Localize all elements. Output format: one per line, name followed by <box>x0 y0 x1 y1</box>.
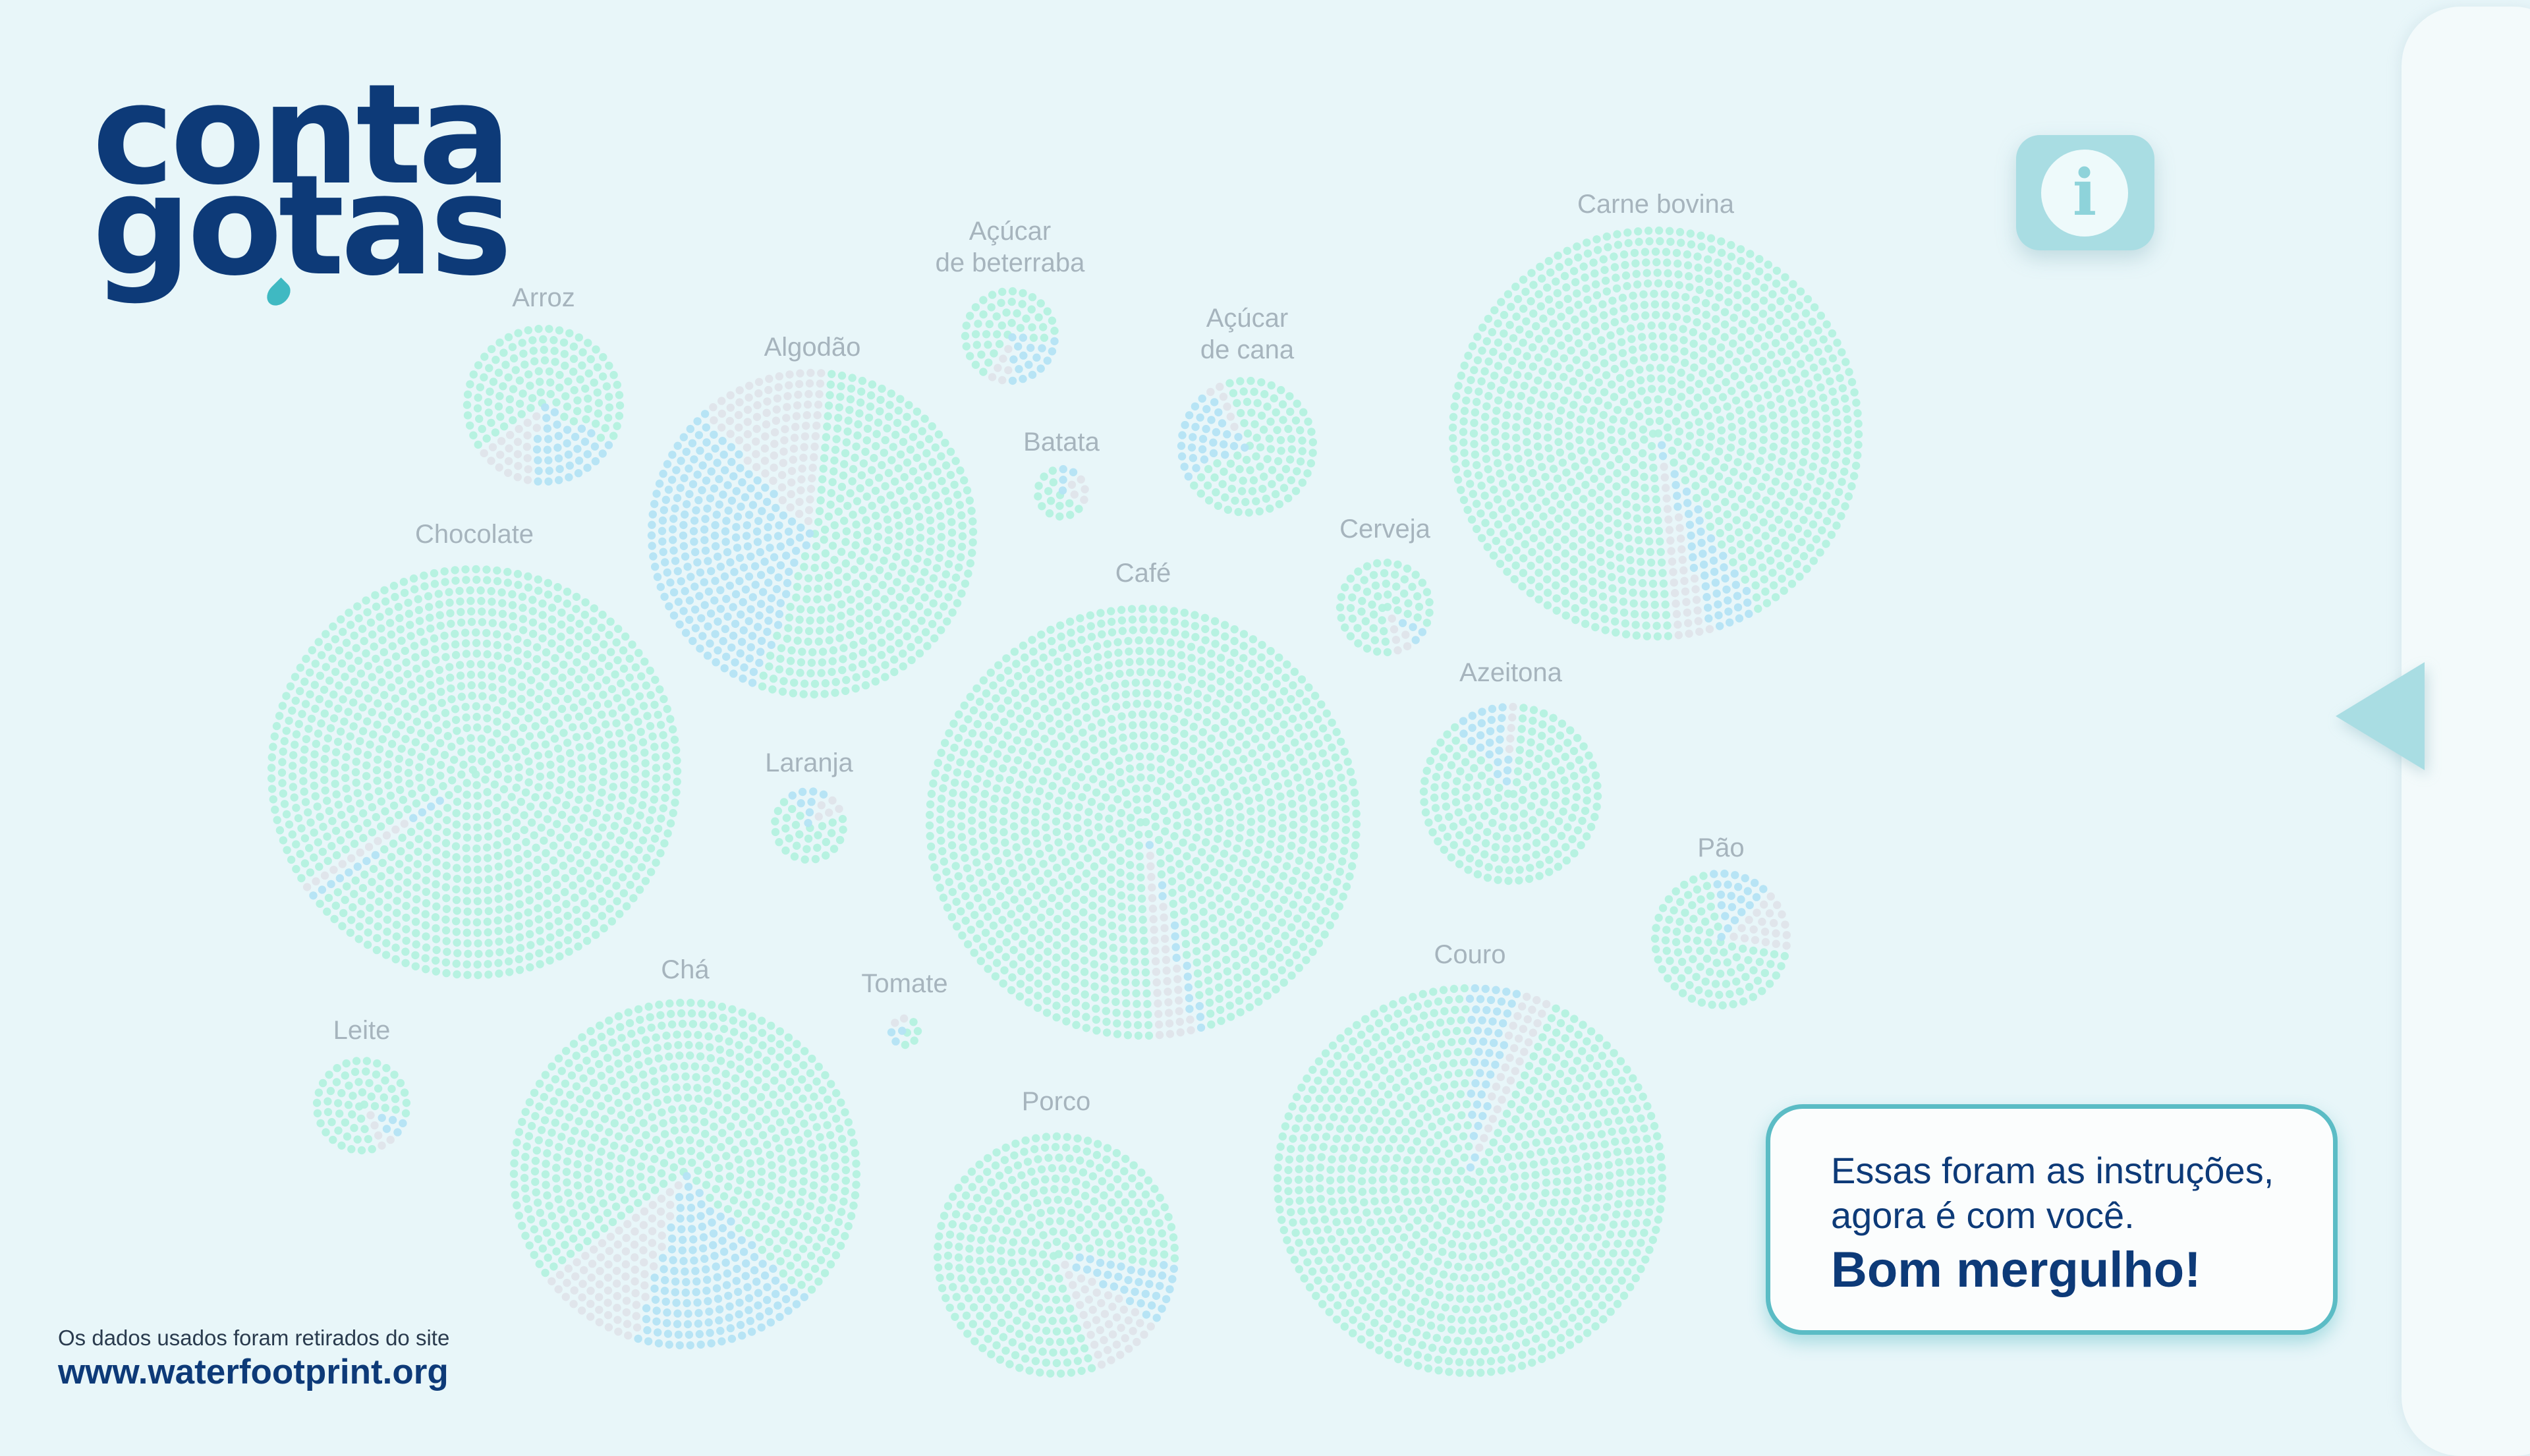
pie-label: Couro <box>1434 940 1506 969</box>
pie-label: Açúcar <box>1206 304 1289 333</box>
pie-15[interactable]: Porco <box>933 1087 1179 1378</box>
source-link[interactable]: www.waterfootprint.org <box>58 1353 449 1391</box>
left-arrow-icon[interactable] <box>2336 662 2425 770</box>
pie-8[interactable]: Cerveja <box>1335 515 1434 657</box>
pie-label: Pão <box>1697 833 1744 862</box>
instructions-message: Essas foram as instruções, agora é com v… <box>1766 1104 2338 1335</box>
pie-11[interactable]: Pão <box>1650 833 1791 1010</box>
pie-6[interactable]: Chocolate <box>267 520 682 980</box>
pie-label: Algodão <box>764 333 861 362</box>
pie-label: Café <box>1115 559 1171 588</box>
logo-word-conta: conta <box>92 54 511 215</box>
pie-16[interactable]: Couro <box>1273 940 1667 1378</box>
pie-label: Porco <box>1022 1087 1091 1116</box>
pie-label: de beterraba <box>936 248 1086 277</box>
pie-label: Chocolate <box>415 520 534 549</box>
pie-10[interactable]: Laranja <box>765 748 853 864</box>
message-line-1: Essas foram as instruções, <box>1831 1150 2274 1191</box>
pie-label: Tomate <box>861 969 947 998</box>
pie-label: Açúcar <box>969 217 1052 246</box>
pie-label: Chá <box>661 955 710 984</box>
pie-7[interactable]: Café <box>925 559 1361 1040</box>
message-line-2: agora é com você. <box>1831 1194 2135 1236</box>
pie-1[interactable]: Algodão <box>647 333 978 699</box>
info-icon: i <box>2041 150 2128 237</box>
pie-label: Laranja <box>765 748 853 777</box>
pie-5[interactable]: Carne bovina <box>1448 190 1863 641</box>
pie-label: de cana <box>1200 335 1295 364</box>
pie-label: Leite <box>333 1016 391 1045</box>
pie-0[interactable]: Arroz <box>463 283 625 486</box>
pie-12[interactable]: Leite <box>312 1016 411 1155</box>
logo-word-gotas: gotas <box>92 145 513 306</box>
pie-label: Arroz <box>512 283 575 312</box>
pie-9[interactable]: Azeitona <box>1419 658 1602 885</box>
pie-14[interactable]: Tomate <box>861 969 948 1050</box>
pie-label: Azeitona <box>1459 658 1562 687</box>
pie-label: Batata <box>1023 428 1100 457</box>
info-button[interactable]: i <box>2016 135 2154 250</box>
pie-3[interactable]: Batata <box>1023 428 1100 521</box>
message-highlight: Bom mergulho! <box>1831 1242 2201 1298</box>
contagotas-logo: conta gotas <box>92 66 513 316</box>
source-note: Os dados usados foram retirados do site <box>58 1326 450 1350</box>
pie-label: Cerveja <box>1339 515 1431 544</box>
pie-label: Carne bovina <box>1577 190 1735 219</box>
pie-13[interactable]: Chá <box>509 955 861 1350</box>
